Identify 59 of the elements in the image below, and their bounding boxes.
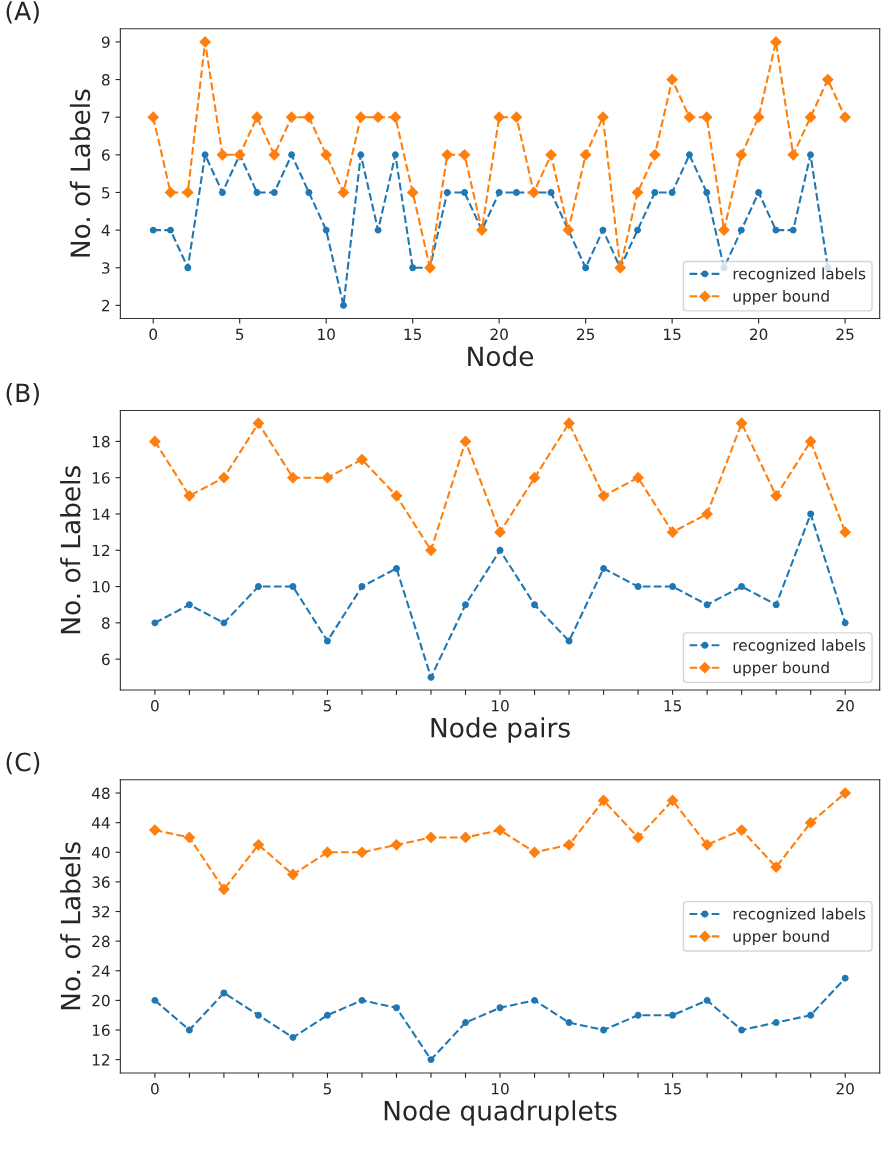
- y-tick-label: 16: [92, 472, 110, 484]
- legend-label: recognized labels: [733, 639, 866, 654]
- y-tick-label: 18: [92, 435, 110, 448]
- legend-label: upper bound: [733, 930, 829, 945]
- x-axis-title: Node quadruplets: [384, 1100, 617, 1126]
- text: (C): [6, 752, 40, 775]
- text: (B): [6, 382, 39, 406]
- x-tick-label: 15: [664, 328, 681, 341]
- y-tick-label: 2: [102, 299, 110, 312]
- x-tick-label: 20: [750, 328, 768, 341]
- x-tick-label: 0: [149, 328, 158, 341]
- x-tick-label: 0: [151, 699, 159, 712]
- y-axis-title: No. of Labels: [69, 89, 91, 257]
- x-tick-label: 10: [318, 328, 335, 341]
- x-axis-title: Node: [468, 345, 534, 367]
- y-tick-label: 16: [92, 1024, 110, 1037]
- y-tick-label: 3: [102, 262, 110, 274]
- y-tick-label: 32: [92, 905, 110, 918]
- y-tick-label: 24: [92, 965, 110, 977]
- x-tick-label: 10: [491, 1082, 509, 1095]
- y-tick-label: 20: [92, 994, 110, 1007]
- x-tick-label: 20: [836, 699, 854, 712]
- text: (A): [6, 1, 39, 24]
- y-tick-label: 8: [101, 617, 110, 629]
- y-tick-label: 5: [102, 187, 110, 199]
- y-tick-label: 44: [91, 817, 110, 829]
- x-tick-label: 0: [151, 1082, 159, 1095]
- y-tick-label: 40: [91, 846, 110, 859]
- y-tick-label: 9: [101, 36, 110, 48]
- y-tick-label: 8: [101, 74, 110, 86]
- y-tick-label: 6: [101, 149, 110, 161]
- x-tick-label: 5: [323, 700, 331, 712]
- y-tick-label: 36: [92, 876, 110, 888]
- legend-label: recognized labels: [733, 267, 866, 283]
- x-tick-label: 25: [577, 328, 595, 341]
- legend-label: recognized labels: [733, 907, 866, 923]
- y-tick-label: 6: [101, 653, 110, 666]
- x-tick-label: 5: [236, 328, 244, 341]
- y-tick-label: 10: [92, 581, 110, 593]
- x-tick-label: 5: [323, 1083, 331, 1095]
- x-tick-label: 25: [836, 328, 854, 341]
- x-tick-label: 15: [664, 700, 681, 712]
- y-tick-label: 48: [91, 787, 110, 800]
- x-tick-label: 15: [664, 1083, 681, 1095]
- y-axis-title: No. of Labels: [60, 466, 81, 634]
- x-tick-label: 20: [490, 328, 508, 341]
- x-tick-label: 10: [491, 699, 509, 712]
- y-tick-label: 14: [92, 508, 110, 520]
- y-tick-label: 12: [92, 1054, 110, 1066]
- x-tick-label: 20: [836, 1082, 854, 1095]
- x-axis-title: Node pairs: [431, 717, 570, 743]
- y-tick-label: 12: [92, 544, 110, 557]
- y-tick-label: 4: [101, 224, 110, 236]
- legend-label: upper bound: [733, 661, 829, 677]
- y-tick-label: 7: [102, 111, 110, 123]
- y-tick-label: 28: [92, 935, 110, 948]
- y-axis-title: No. of Labels: [60, 842, 81, 1010]
- x-tick-label: 15: [404, 328, 422, 341]
- legend-label: upper bound: [733, 290, 829, 305]
